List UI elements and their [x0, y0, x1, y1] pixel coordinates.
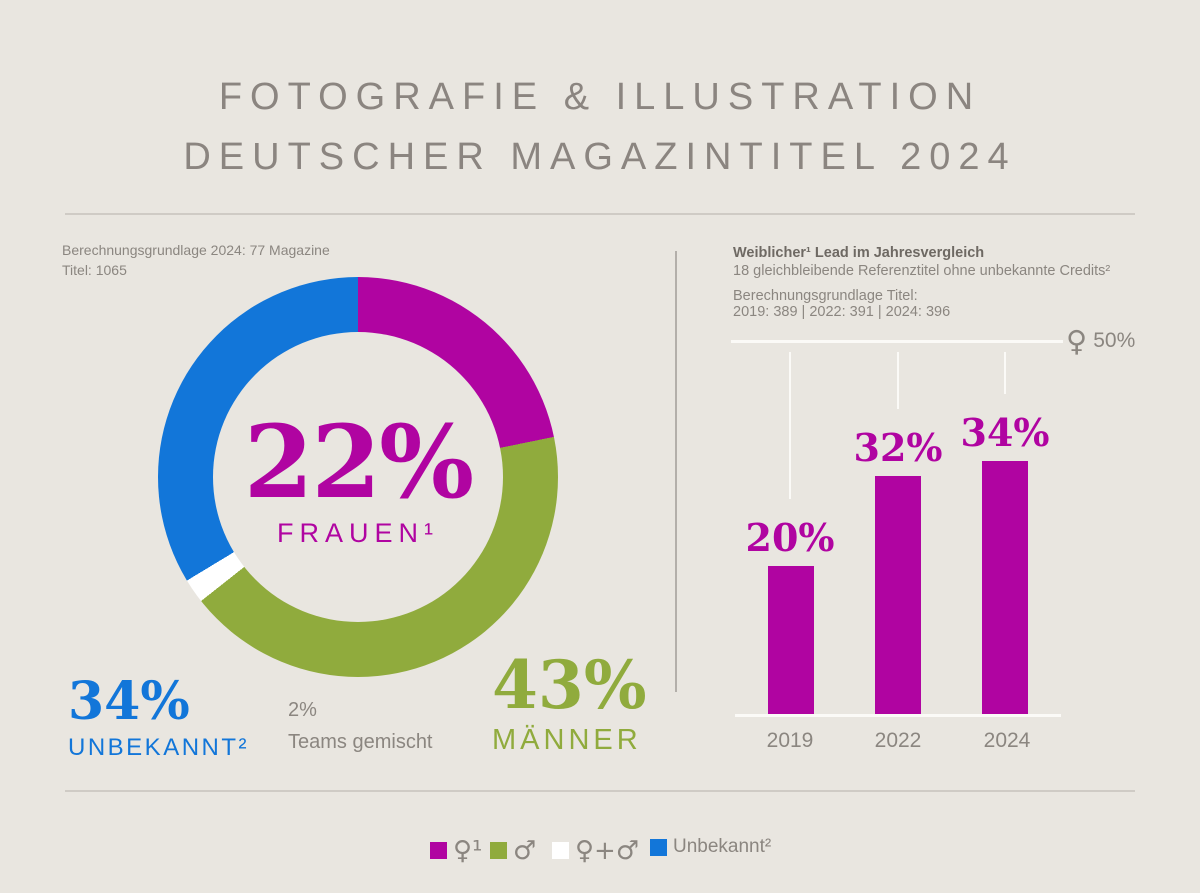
stat-mixed-label: Teams gemischt — [288, 731, 433, 753]
calculation-note-line2: Titel: 1065 — [62, 262, 127, 278]
page-title-line1: FOTOGRAFIE & ILLUSTRATION — [218, 76, 982, 118]
drop-line-2019 — [789, 352, 791, 499]
bar-2024 — [982, 461, 1028, 715]
legend-item-maenner: ♂ — [490, 836, 536, 864]
bar-chart-subtitle: 18 gleichbleibende Referenztitel ohne un… — [733, 263, 1111, 279]
female-symbol-icon: ♀¹ — [453, 836, 483, 866]
legend-item-gemischt: ♀+♂ — [552, 836, 639, 864]
year-label-2019: 2019 — [766, 729, 814, 752]
stat-mixed: 2% Teams gemischt — [288, 694, 433, 758]
stat-men-label: MÄNNER — [492, 724, 642, 756]
bar-2019 — [768, 566, 814, 715]
donut-center-value: 22% — [243, 403, 474, 521]
page-title-line2: DEUTSCHER MAGAZINTITEL 2024 — [183, 136, 1017, 178]
reference-line-50pct — [731, 340, 1063, 343]
bar-value-2024: 34% — [960, 410, 1050, 455]
stat-men: 43% MÄNNER — [492, 652, 647, 757]
drop-line-2024 — [1004, 352, 1006, 394]
stat-unknown: 34% UNBEKANNT² — [68, 676, 249, 762]
drop-line-2022 — [897, 352, 899, 409]
legend-item-frauen: ♀¹ — [430, 836, 482, 864]
stat-mixed-value: 2% — [288, 699, 317, 721]
calculation-note: Berechnungsgrundlage 2024: 77 Magazine T… — [62, 240, 330, 280]
legend-label-unbekannt: Unbekannt² — [673, 836, 772, 857]
donut-hole — [213, 332, 503, 622]
x-axis-baseline — [735, 714, 1061, 717]
bar-chart-title: Weiblicher¹ Lead im Jahresvergleich — [733, 245, 985, 261]
mixed-symbol-icon: ♀+♂ — [575, 836, 640, 866]
stat-unknown-label: UNBEKANNT² — [68, 734, 250, 761]
legend-swatch-gemischt — [552, 841, 569, 859]
bar-value-2022: 32% — [853, 425, 943, 470]
page-title: FOTOGRAFIE & ILLUSTRATION DEUTSCHER MAGA… — [0, 67, 1200, 187]
bar-value-2019: 20% — [745, 515, 835, 560]
top-divider — [65, 213, 1135, 215]
reference-label-text: 50% — [1093, 329, 1136, 352]
female-icon: ♀ — [1066, 324, 1088, 358]
legend-swatch-unbekannt — [650, 838, 667, 856]
bar-2022 — [875, 476, 921, 715]
reference-label: ♀ 50% — [1066, 324, 1135, 358]
male-symbol-icon: ♂ — [513, 836, 537, 866]
calculation-note-line1: Berechnungsgrundlage 2024: 77 Magazine — [62, 242, 330, 258]
year-label-2022: 2022 — [874, 729, 922, 752]
bottom-divider — [65, 790, 1135, 792]
donut-center-label: FRAUEN¹ — [277, 518, 439, 548]
stat-unknown-value: 34% — [68, 671, 190, 732]
bar-chart-basis-line1: Berechnungsgrundlage Titel: — [733, 288, 918, 304]
panel-divider — [675, 251, 677, 692]
bar-chart-basis-line2: 2019: 389 | 2022: 391 | 2024: 396 — [733, 304, 951, 320]
year-label-2024: 2024 — [983, 729, 1031, 752]
legend-swatch-frauen — [430, 841, 447, 859]
stat-men-value: 43% — [492, 646, 647, 724]
legend-item-unbekannt: Unbekannt² — [650, 836, 771, 858]
legend-swatch-maenner — [490, 841, 507, 859]
